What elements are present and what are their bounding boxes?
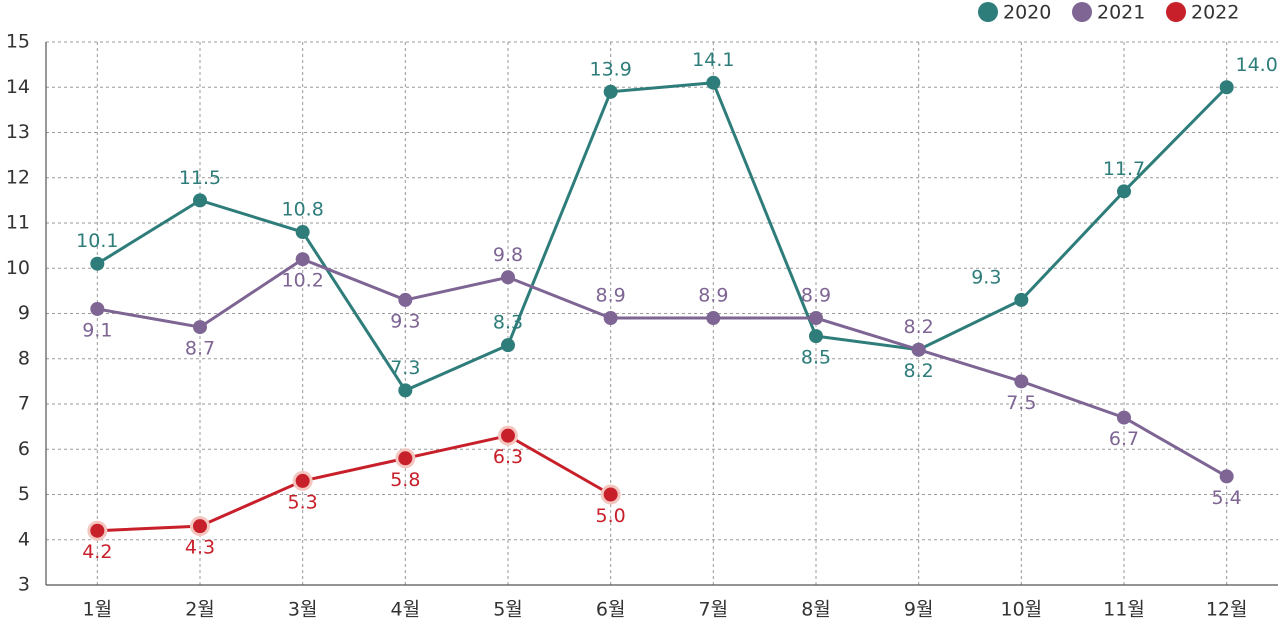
marker	[706, 75, 721, 90]
x-tick-label: 4월	[391, 599, 421, 621]
marker	[193, 193, 207, 208]
legend-marker	[978, 2, 998, 22]
marker	[1117, 184, 1131, 199]
data-label: 8.9	[596, 285, 626, 307]
series-2: 4.2 4.3 5.3 5.8 6.3 5.0	[82, 425, 626, 563]
legend-marker	[1166, 2, 1186, 22]
legend-marker	[1072, 2, 1092, 22]
y-tick-label: 15	[6, 31, 30, 53]
marker	[501, 338, 515, 353]
marker	[90, 523, 105, 538]
marker	[1014, 292, 1029, 307]
marker	[809, 311, 823, 326]
marker	[295, 473, 310, 488]
marker	[911, 342, 926, 357]
x-tick-label: 10월	[1000, 599, 1042, 621]
marker	[398, 292, 413, 307]
data-label: 4.2	[82, 541, 112, 563]
marker	[193, 519, 207, 534]
marker	[1014, 374, 1029, 389]
marker	[501, 428, 515, 443]
data-label: 5.0	[596, 505, 626, 527]
x-tick-label: 7월	[699, 599, 729, 621]
data-label: 14.0	[1236, 54, 1278, 76]
data-label: 6.3	[493, 446, 523, 468]
data-label: 8.9	[698, 285, 728, 307]
data-label: 8.2	[904, 316, 934, 338]
data-label: 8.3	[493, 312, 523, 334]
series-0: 10.1 11.5 10.8 7.3 8.3 13.9 14.1 8.5 8.2 9.3 11.7 1…	[76, 49, 1278, 398]
marker	[193, 320, 207, 335]
marker	[90, 301, 105, 316]
series-1: 9.1 8.7 10.2 9.3 9.8 8.9 8.9 8.9 8.2 7.5 6.7 5.4	[82, 244, 1242, 509]
marker	[1219, 80, 1234, 95]
x-tick-label: 3월	[288, 599, 318, 621]
series-line	[97, 257, 1228, 478]
data-label: 8.7	[185, 338, 215, 360]
data-label: 5.3	[288, 491, 318, 513]
x-tick-label: 9월	[904, 599, 934, 621]
x-tick-label: 2월	[185, 599, 215, 621]
x-tick-label: 6월	[596, 599, 626, 621]
data-label: 9.3	[971, 266, 1001, 288]
data-label: 10.1	[76, 230, 118, 252]
marker	[1219, 469, 1234, 484]
data-label: 11.5	[179, 167, 221, 189]
data-label: 9.3	[390, 310, 420, 332]
data-label: 6.7	[1109, 428, 1139, 450]
x-tick-label: 1월	[83, 599, 113, 621]
y-tick-label: 7	[18, 393, 30, 415]
data-label: 13.9	[590, 58, 632, 80]
data-label: 8.5	[801, 347, 831, 369]
data-label: 10.8	[282, 199, 324, 221]
y-tick-label: 14	[6, 76, 30, 98]
legend-label: 2020	[1003, 2, 1051, 24]
data-label: 9.8	[493, 244, 523, 266]
data-label: 10.2	[282, 270, 324, 292]
marker	[90, 256, 105, 271]
data-label: 11.7	[1103, 158, 1145, 180]
data-label: 5.4	[1212, 487, 1242, 509]
y-tick-label: 5	[18, 483, 30, 505]
legend-label: 2022	[1191, 2, 1239, 24]
marker	[398, 383, 413, 398]
x-tick-label: 11월	[1103, 599, 1145, 621]
marker	[809, 329, 823, 344]
y-tick-label: 3	[18, 574, 30, 596]
y-tick-label: 12	[6, 166, 30, 188]
marker	[501, 270, 515, 285]
marker	[1117, 410, 1131, 425]
y-tick-label: 4	[18, 528, 30, 550]
data-label: 9.1	[82, 319, 112, 341]
data-label: 14.1	[692, 49, 734, 71]
x-tick-label: 8월	[801, 599, 831, 621]
marker	[295, 252, 310, 267]
marker	[603, 84, 618, 99]
marker	[603, 311, 618, 326]
marker	[603, 487, 618, 502]
y-tick-label: 6	[18, 438, 30, 460]
x-tick-label: 5월	[493, 599, 523, 621]
data-label: 7.3	[390, 357, 420, 379]
series-line	[97, 434, 612, 533]
y-tick-label: 8	[18, 347, 30, 369]
data-label: 4.3	[185, 537, 215, 559]
y-tick-label: 11	[6, 212, 30, 234]
y-tick-label: 13	[6, 121, 30, 143]
y-tick-label: 10	[6, 257, 30, 279]
data-label: 5.8	[390, 469, 420, 491]
series-line	[96, 81, 1228, 393]
legend-label: 2021	[1097, 2, 1145, 24]
y-tick-label: 9	[18, 302, 30, 324]
marker	[398, 451, 413, 466]
marker	[295, 225, 310, 240]
marker	[706, 311, 721, 326]
data-label: 8.9	[801, 285, 831, 307]
data-label: 8.2	[904, 360, 934, 382]
data-label: 7.5	[1006, 392, 1036, 414]
x-tick-label: 12월	[1206, 599, 1248, 621]
